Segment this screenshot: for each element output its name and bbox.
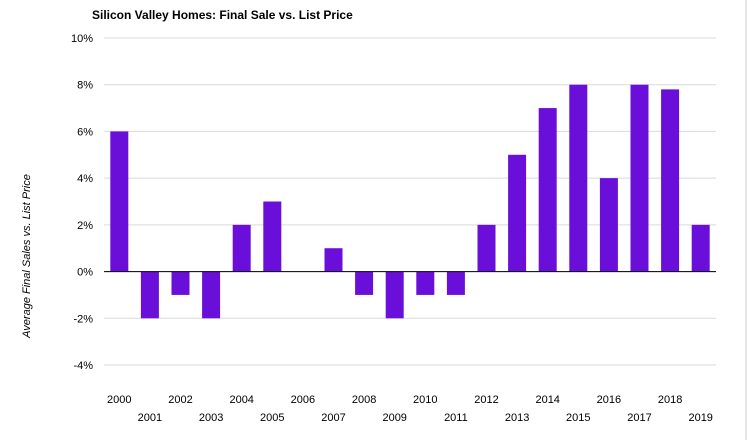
bar-2018 <box>661 89 680 272</box>
bar-2010 <box>416 271 435 295</box>
x-tick-label: 2017 <box>627 412 651 424</box>
bars <box>110 84 710 319</box>
x-tick-labels: 2000 2001 2002 2003 2004 2005 2006 2007 2008 2009… <box>107 394 713 424</box>
x-tick-label: 2000 <box>107 394 131 406</box>
y-tick-label: 6% <box>77 126 93 138</box>
x-tick-label: 2014 <box>535 394 559 406</box>
bar-2015 <box>569 84 588 272</box>
x-tick-label: 2013 <box>505 412 529 424</box>
x-tick-label: 2006 <box>291 394 315 406</box>
bar-2002 <box>171 271 190 295</box>
x-tick-label: 2018 <box>658 394 682 406</box>
x-tick-label: 2004 <box>229 394 253 406</box>
x-tick-label: 2008 <box>352 394 376 406</box>
bar-2000 <box>110 131 129 272</box>
y-tick-label: 10% <box>71 33 93 45</box>
bar-2016 <box>599 178 618 272</box>
bar-2017 <box>630 84 649 272</box>
x-tick-label: 2001 <box>138 412 162 424</box>
bar-2012 <box>477 224 496 272</box>
y-tick-label: -2% <box>73 313 93 325</box>
bar-2009 <box>385 271 404 319</box>
bar-2003 <box>202 271 221 319</box>
y-tick-label: -4% <box>73 360 93 372</box>
x-tick-label: 2005 <box>260 412 284 424</box>
bar-2011 <box>446 271 465 295</box>
bar-2019 <box>691 224 710 272</box>
y-tick-label: 8% <box>77 80 93 92</box>
y-tick-labels: -4% -2% 0% 2% 4% 6% 8% 10% <box>71 33 93 372</box>
x-tick-label: 2011 <box>444 412 468 424</box>
bar-2014 <box>538 108 557 272</box>
bar-2013 <box>508 154 527 272</box>
bar-2008 <box>355 271 374 295</box>
x-tick-label: 2015 <box>566 412 590 424</box>
x-tick-label: 2019 <box>688 412 712 424</box>
x-tick-label: 2012 <box>474 394 498 406</box>
bar-2007 <box>324 248 343 272</box>
y-tick-label: 0% <box>77 267 93 279</box>
y-axis-label: Average Final Sales vs. List Price <box>21 174 33 339</box>
bar-2001 <box>140 271 159 319</box>
x-tick-label: 2009 <box>382 412 406 424</box>
y-tick-label: 4% <box>77 173 93 185</box>
y-tick-label: 2% <box>77 220 93 232</box>
x-tick-label: 2007 <box>321 412 345 424</box>
x-tick-label: 2003 <box>199 412 223 424</box>
x-tick-label: 2010 <box>413 394 437 406</box>
right-border <box>745 0 747 440</box>
chart-title: Silicon Valley Homes: Final Sale vs. Lis… <box>92 8 353 22</box>
x-tick-label: 2002 <box>168 394 192 406</box>
bar-2005 <box>263 201 282 272</box>
gridlines <box>104 37 716 366</box>
x-tick-label: 2016 <box>597 394 621 406</box>
bar-2004 <box>232 224 251 272</box>
